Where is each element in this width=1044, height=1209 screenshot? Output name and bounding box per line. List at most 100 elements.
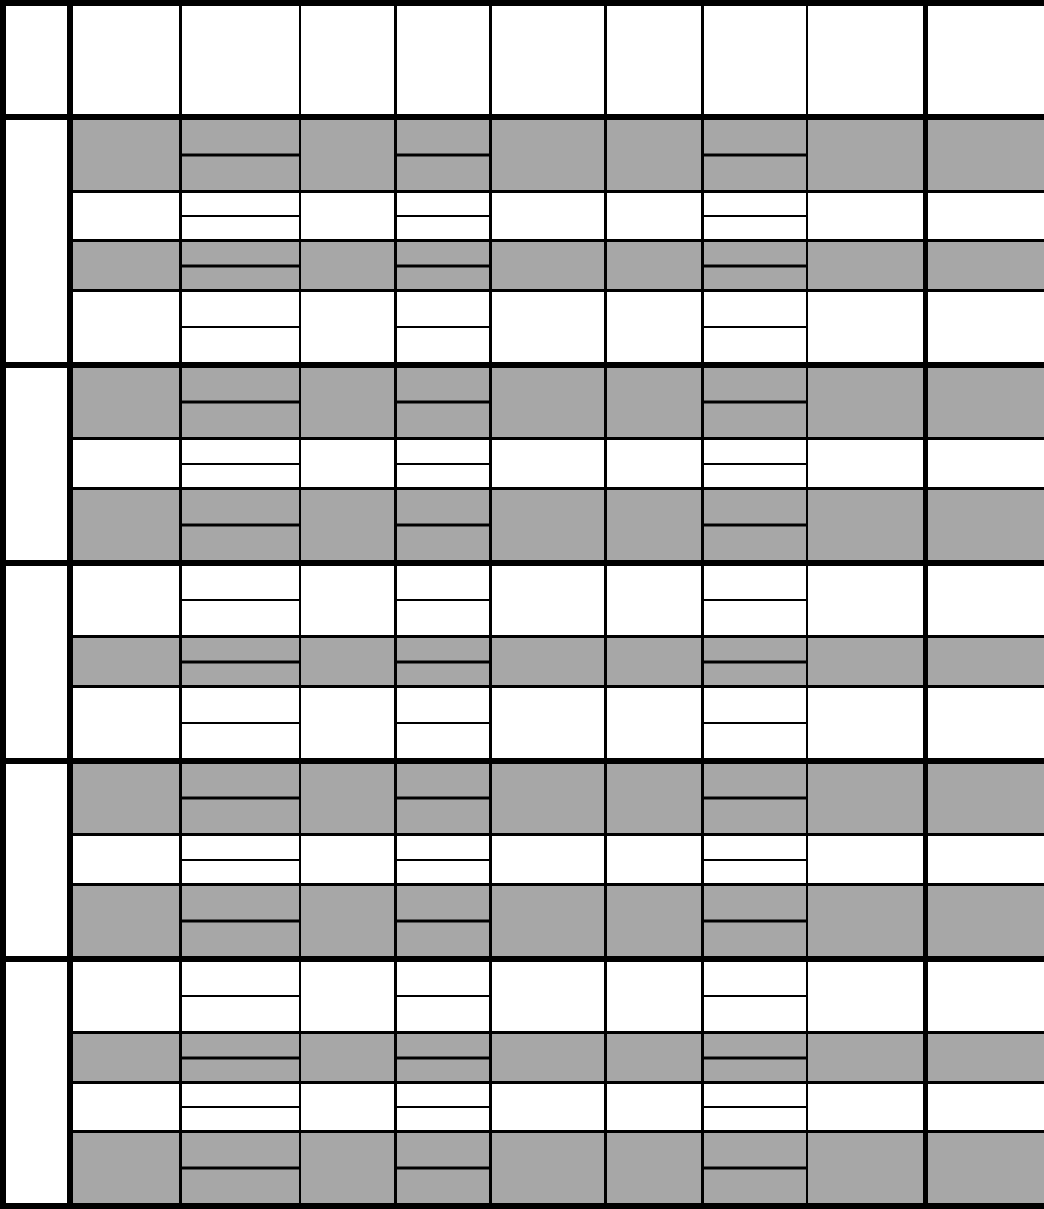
body-cell	[603, 833, 702, 885]
body-cell	[922, 684, 1044, 761]
body-cell-split	[178, 1130, 300, 1206]
table-row	[0, 361, 1044, 563]
cell-split-line	[703, 215, 806, 217]
header-cell	[603, 3, 702, 117]
body-cell	[806, 882, 925, 959]
cell-split-line	[703, 462, 806, 465]
body-cell	[603, 437, 702, 489]
body-cell	[488, 437, 605, 489]
body-cell	[299, 882, 395, 959]
body-cell	[488, 361, 605, 439]
cell-split-line	[396, 858, 489, 861]
body-cell	[67, 559, 180, 637]
body-cell-split	[393, 486, 490, 563]
cell-split-line	[703, 995, 806, 998]
body-cell	[603, 1080, 702, 1132]
body-cell	[67, 288, 180, 365]
body-cell	[922, 361, 1044, 439]
body-cell-split	[178, 189, 300, 241]
body-cell	[488, 1080, 605, 1132]
body-cell	[922, 635, 1044, 687]
body-cell	[603, 288, 702, 365]
body-cell	[488, 559, 605, 637]
cell-split-line	[703, 599, 806, 602]
cell-split-line	[396, 215, 489, 217]
body-cell-split	[700, 955, 807, 1033]
body-cell	[67, 113, 180, 192]
body-cell-split	[700, 437, 807, 489]
body-cell-split	[393, 955, 490, 1033]
cell-split-line	[703, 858, 806, 861]
cell-split-line	[181, 264, 299, 267]
cell-split-line	[396, 325, 489, 328]
header-label-cell	[0, 3, 70, 117]
body-cell	[488, 684, 605, 761]
section-label-cell	[0, 114, 70, 365]
header-cell	[922, 3, 1044, 117]
table-row	[0, 955, 1044, 1206]
body-cell	[806, 955, 925, 1033]
cell-split-line	[396, 995, 489, 998]
body-cell-split	[393, 361, 490, 439]
cell-split-line	[703, 796, 806, 800]
body-cell	[67, 635, 180, 687]
body-cell	[299, 113, 395, 192]
section-label-cell	[0, 955, 70, 1206]
body-cell	[603, 113, 702, 192]
cell-split-line	[703, 1166, 806, 1170]
cell-split-line	[181, 919, 299, 923]
body-cell	[806, 635, 925, 687]
body-cell	[603, 882, 702, 959]
body-cell	[603, 486, 702, 563]
body-cell	[67, 1080, 180, 1132]
body-cell	[299, 955, 395, 1033]
body-cell-split	[178, 113, 300, 192]
body-cell	[603, 361, 702, 439]
cell-split-line	[181, 995, 299, 998]
cell-split-line	[703, 919, 806, 923]
table-row	[3, 684, 1044, 761]
body-cell	[603, 1130, 702, 1206]
body-cell	[806, 113, 925, 192]
body-cell	[299, 189, 395, 241]
body-cell-split	[178, 757, 300, 835]
body-cell	[488, 882, 605, 959]
table-row	[3, 189, 1044, 241]
body-cell	[806, 437, 925, 489]
cell-split-line	[703, 264, 806, 267]
body-cell	[67, 1130, 180, 1206]
body-cell-split	[178, 559, 300, 637]
body-cell	[488, 757, 605, 835]
body-cell-split	[700, 239, 807, 291]
body-cell-split	[700, 833, 807, 885]
cell-split-line	[181, 721, 299, 724]
body-cell-split	[393, 1031, 490, 1083]
body-cell	[922, 882, 1044, 959]
cell-split-line	[396, 153, 489, 157]
cell-split-line	[703, 153, 806, 157]
header-cell	[393, 3, 490, 117]
cell-split-line	[181, 796, 299, 800]
body-cell	[806, 1080, 925, 1132]
table-row	[3, 1031, 1044, 1083]
body-cell	[488, 189, 605, 241]
cell-split-line	[181, 660, 299, 663]
body-cell-split	[700, 361, 807, 439]
cell-split-line	[181, 215, 299, 217]
body-cell	[67, 757, 180, 835]
body-cell	[603, 239, 702, 291]
body-cell	[922, 955, 1044, 1033]
body-cell	[299, 684, 395, 761]
body-cell	[603, 955, 702, 1033]
cell-split-line	[703, 660, 806, 663]
body-cell	[806, 189, 925, 241]
body-cell	[67, 437, 180, 489]
body-cell-split	[700, 1031, 807, 1083]
body-cell-split	[178, 239, 300, 291]
body-cell	[922, 1130, 1044, 1206]
body-cell-split	[393, 113, 490, 192]
cell-split-line	[181, 858, 299, 861]
body-cell	[488, 288, 605, 365]
body-cell	[488, 486, 605, 563]
